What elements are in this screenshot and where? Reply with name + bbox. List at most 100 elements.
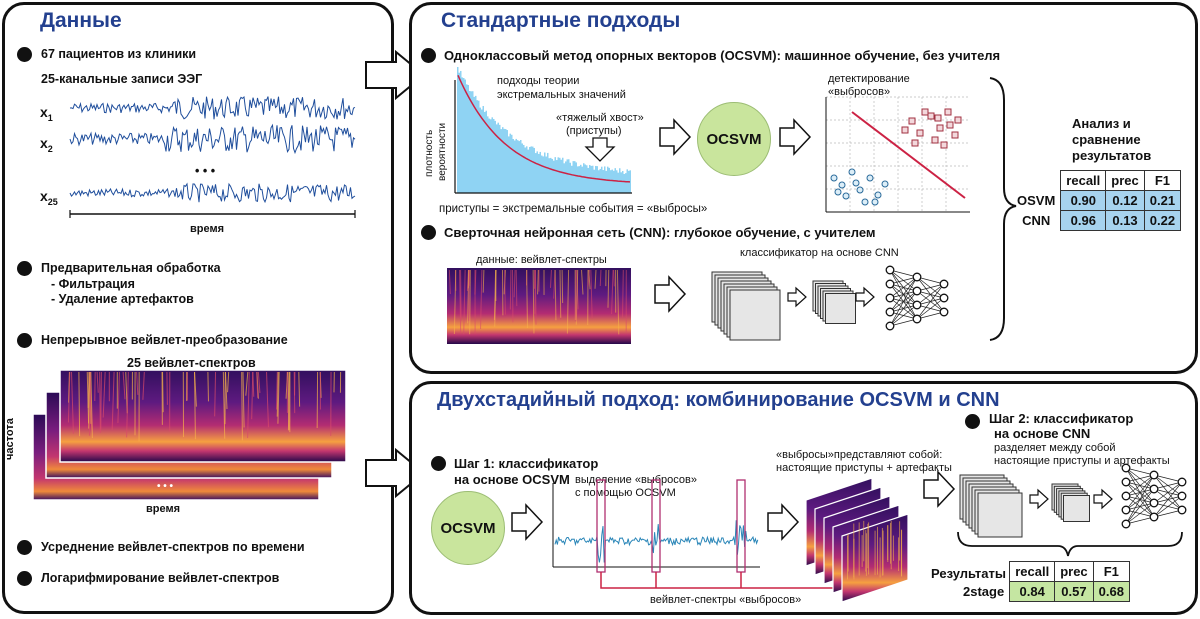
spectrum-streak xyxy=(78,371,81,437)
histogram-bar xyxy=(571,165,573,193)
histogram-bar xyxy=(463,78,465,193)
step2-line1: Шаг 2: классификатор xyxy=(989,411,1134,426)
bullet xyxy=(17,261,32,276)
preproc-text: Предварительная обработка xyxy=(41,261,221,275)
spectrum-streak xyxy=(277,371,280,424)
separating-line xyxy=(851,111,966,199)
spectrum-streak xyxy=(256,371,259,398)
histogram-bar xyxy=(560,159,562,193)
histogram-bar xyxy=(488,118,490,193)
cell-recall: 0.96 xyxy=(1060,210,1107,231)
histogram-bar xyxy=(512,139,514,193)
spectra-count-text: 25 вейвлет-спектров xyxy=(127,356,256,370)
histogram-bar xyxy=(547,152,549,193)
normal-point xyxy=(834,188,842,196)
histogram-bar xyxy=(494,120,496,193)
outlier-point xyxy=(936,124,944,132)
eeg-trace-2 xyxy=(69,123,356,155)
spectrum-streak xyxy=(136,371,139,395)
cnn-feature-maps-small xyxy=(812,280,856,324)
spectrum-streak xyxy=(162,371,164,413)
spectrum-streak xyxy=(194,371,197,407)
ocsvm-signal-trace xyxy=(554,520,759,563)
histogram-bar xyxy=(580,164,582,193)
outlier-point xyxy=(940,141,948,149)
channels-text: 25-канальные записи ЭЭГ xyxy=(41,72,203,86)
spectrum-streak xyxy=(611,269,614,315)
histogram-bar xyxy=(490,119,492,193)
spectrum-streak xyxy=(513,269,516,298)
histogram-bar xyxy=(478,100,480,193)
spectrum-streak xyxy=(99,371,101,433)
spectrum-streak xyxy=(225,371,228,410)
outlier-point xyxy=(954,116,962,124)
histogram-bar xyxy=(625,173,627,193)
spectrum-streak xyxy=(594,269,597,289)
histogram-bar xyxy=(473,96,475,193)
spectrum-streak xyxy=(453,269,457,335)
normal-point xyxy=(830,174,838,182)
histogram-bar xyxy=(484,111,486,193)
cnn-dense-network-twostage xyxy=(1121,463,1187,529)
cnn-classifier-label: классификатор на основе CNN xyxy=(740,247,899,259)
spectrum-streak xyxy=(549,269,552,288)
neuron xyxy=(912,314,922,324)
spectrum-streak xyxy=(559,269,562,318)
histogram-bar xyxy=(509,133,511,193)
heavy-tail-label-1: «тяжелый хвост» xyxy=(556,112,644,124)
x25-label: x25 xyxy=(40,188,58,207)
histogram-bar xyxy=(464,79,466,193)
analysis-title-2: сравнение xyxy=(1072,132,1141,147)
spectrum-streak xyxy=(287,371,291,431)
outliers-label-2: настоящие приступы + артефакты xyxy=(776,462,952,474)
normal-point xyxy=(871,198,879,206)
spectrum-streak xyxy=(537,269,539,295)
spectra-ellipsis: • • • xyxy=(157,481,174,492)
header-f1: F1 xyxy=(1143,170,1182,191)
normal-point xyxy=(838,181,846,189)
spectrum-streak xyxy=(575,269,579,325)
normal-point xyxy=(856,186,864,194)
neuron xyxy=(1149,512,1159,522)
histogram-bar xyxy=(569,162,571,193)
spectrum-streak xyxy=(561,269,564,303)
histogram-bar xyxy=(487,116,489,193)
histogram-bar xyxy=(530,146,532,193)
spectrum-streak xyxy=(515,269,518,307)
neuron xyxy=(939,279,949,289)
histogram-bar xyxy=(542,156,544,193)
histogram-bar xyxy=(535,153,537,193)
x2-label: x2 xyxy=(40,135,53,154)
neuron xyxy=(885,307,895,317)
histogram-bar xyxy=(550,157,552,193)
histogram-bar xyxy=(481,109,483,193)
spectrum-streak xyxy=(460,269,462,321)
normal-point xyxy=(861,198,869,206)
histogram-bar xyxy=(544,152,546,193)
histogram-bar xyxy=(497,122,499,193)
data-panel-title: Данные xyxy=(40,9,122,32)
spectrum-streak xyxy=(526,269,528,328)
neuron xyxy=(885,293,895,303)
outlier-point xyxy=(921,108,929,116)
normal-point xyxy=(866,174,874,182)
header-prec: prec xyxy=(1054,561,1094,582)
evt-fit-curve xyxy=(457,74,631,183)
histogram-bar xyxy=(610,170,612,193)
detect-label-1: детектирование xyxy=(828,73,910,85)
histogram-bar xyxy=(536,151,538,193)
histogram-bar xyxy=(587,167,589,193)
neuron xyxy=(1149,498,1159,508)
table-row: OSVM 0.90 0.12 0.21 xyxy=(1012,190,1182,211)
neuron xyxy=(1177,491,1187,501)
histogram-bar xyxy=(460,70,462,193)
step2-line2: на основе CNN xyxy=(994,426,1091,441)
histogram-bar xyxy=(502,127,504,193)
log-text: Логарифмирование вейвлет-спектров xyxy=(41,571,280,585)
outliers-label-1: «выбросы»представляют собой: xyxy=(776,449,943,461)
histogram-bar xyxy=(469,90,471,193)
histogram-bar xyxy=(524,147,526,193)
eeg-trace-25 xyxy=(69,182,356,204)
cell-prec: 0.12 xyxy=(1105,190,1145,211)
spectrum-streak xyxy=(469,269,471,335)
